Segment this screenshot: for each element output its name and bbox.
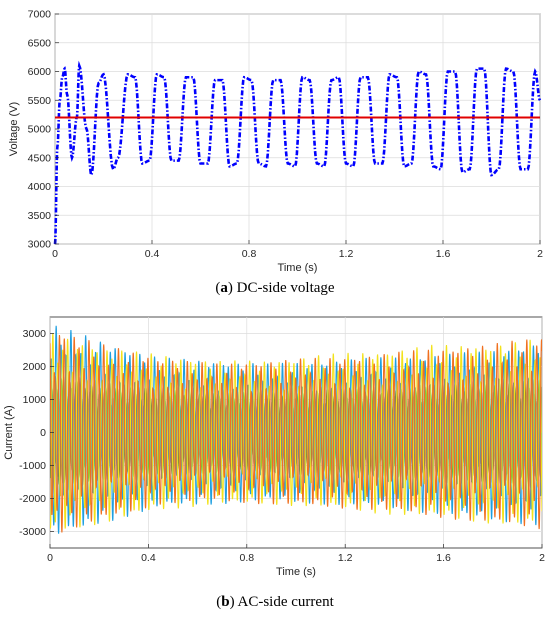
x-tick-label: 2	[537, 248, 543, 260]
x-tick-label: 1.2	[338, 552, 353, 564]
caption-a-letter: a	[220, 280, 228, 296]
y-tick-label: 3000	[23, 328, 47, 340]
voltage-x-ticks: 0 0.4 0.8 1.2 1.6 2	[52, 240, 543, 260]
voltage-x-axis-label: Time (s)	[278, 262, 318, 274]
x-tick-label: 0	[52, 248, 58, 260]
y-tick-label: -1000	[19, 460, 46, 472]
x-tick-label: 0.4	[141, 552, 156, 564]
current-x-ticks: 0 0.4 0.8 1.2 1.6 2	[47, 544, 545, 564]
current-series	[50, 325, 542, 534]
x-tick-label: 1.2	[339, 248, 354, 260]
x-tick-label: 1.6	[436, 552, 451, 564]
current-x-axis-label: Time (s)	[276, 566, 316, 578]
y-tick-label: 2000	[23, 361, 47, 373]
y-tick-label: 7000	[28, 9, 52, 21]
y-tick-label: 6000	[28, 66, 52, 78]
y-tick-label: 1000	[23, 394, 47, 406]
x-tick-label: 0.8	[239, 552, 254, 564]
current-phase-line	[50, 335, 542, 533]
y-tick-label: -2000	[19, 493, 46, 505]
x-tick-label: 0.8	[242, 248, 257, 260]
y-tick-label: -3000	[19, 526, 46, 538]
voltage-chart: 0 0.4 0.8 1.2 1.6 2 3000 3500 4000 4500 5000 5500 6…	[8, 9, 543, 275]
current-y-ticks: -3000 -2000 -1000 0 1000 2000 3000	[19, 328, 54, 538]
voltage-y-axis-label: Voltage (V)	[8, 102, 20, 156]
y-tick-label: 3000	[28, 239, 52, 251]
voltage-series	[53, 60, 542, 245]
x-tick-label: 1.6	[436, 248, 451, 260]
voltage-line	[53, 60, 542, 245]
caption-b: (b) AC-side current	[216, 594, 334, 610]
caption-b-text: AC-side current	[234, 594, 334, 610]
caption-a: (a) DC-side voltage	[215, 280, 335, 296]
y-tick-label: 5500	[28, 95, 52, 107]
y-tick-label: 3500	[28, 210, 52, 222]
current-chart: 0 0.4 0.8 1.2 1.6 2 -3000 -2000 -1000 0 1000 2000 3…	[3, 316, 545, 578]
y-tick-label: 4500	[28, 152, 52, 164]
caption-b-letter: b	[221, 594, 230, 610]
y-tick-label: 5000	[28, 124, 52, 136]
y-tick-label: 4000	[28, 181, 52, 193]
x-tick-label: 0.4	[145, 248, 160, 260]
x-tick-label: 2	[539, 552, 545, 564]
y-tick-label: 6500	[28, 37, 52, 49]
x-tick-label: 0	[47, 552, 53, 564]
caption-a-text: DC-side voltage	[232, 280, 335, 296]
voltage-y-ticks: 3000 3500 4000 4500 5000 5500 6000 6500 7000	[28, 9, 59, 251]
current-y-axis-label: Current (A)	[3, 405, 15, 459]
y-tick-label: 0	[40, 427, 46, 439]
